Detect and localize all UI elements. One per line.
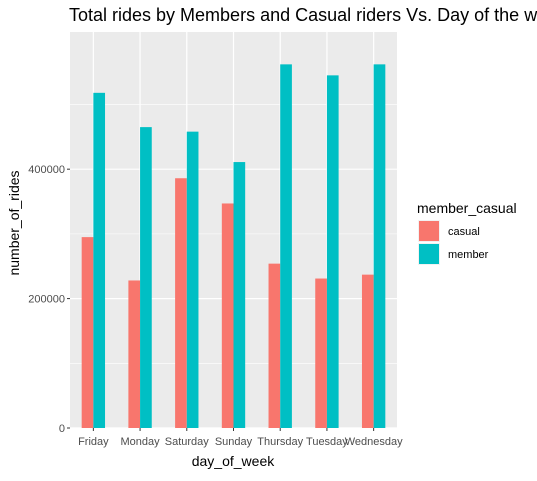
bar-casual-monday — [128, 280, 141, 428]
legend-swatch-casual — [419, 221, 439, 241]
bar-casual-wednesday — [361, 274, 374, 428]
bar-member-wednesday — [373, 64, 386, 429]
legend-title: member_casual — [417, 200, 517, 216]
x-axis-title: day_of_week — [192, 453, 276, 469]
x-tick-label: Sunday — [215, 436, 253, 448]
x-tick-label: Thursday — [257, 436, 303, 448]
bar-member-saturday — [186, 131, 199, 428]
x-tick-label: Monday — [121, 436, 161, 448]
bar-member-tuesday — [326, 75, 339, 429]
bar-casual-friday — [81, 237, 94, 428]
bar-casual-sunday — [221, 203, 234, 428]
x-tick-label: Tuesday — [306, 436, 348, 448]
bar-casual-tuesday — [315, 278, 327, 428]
bar-member-monday — [140, 127, 152, 428]
legend: member_casual casual member — [417, 200, 517, 265]
y-tick-label: 0 — [59, 423, 65, 435]
bar-member-thursday — [280, 64, 292, 429]
legend-swatch-member — [419, 244, 439, 264]
legend-label-casual: casual — [448, 226, 480, 238]
chart-title: Total rides by Members and Casual riders… — [69, 5, 537, 25]
bar-casual-thursday — [268, 263, 281, 428]
x-tick-label: Wednesday — [345, 436, 403, 448]
y-tick-label: 400000 — [28, 164, 65, 176]
x-tick-label: Friday — [78, 436, 109, 448]
y-tick-label: 200000 — [28, 294, 65, 306]
bars — [81, 64, 386, 429]
y-axis-title: number_of_rides — [6, 170, 22, 275]
axes: 0 200000 400000 Friday Monday Saturday Sunday T… — [28, 164, 403, 448]
x-tick-label: Saturday — [165, 436, 210, 448]
bar-member-friday — [93, 92, 106, 428]
legend-label-member: member — [448, 249, 489, 261]
bar-member-sunday — [233, 162, 246, 428]
bar-casual-saturday — [175, 178, 187, 428]
